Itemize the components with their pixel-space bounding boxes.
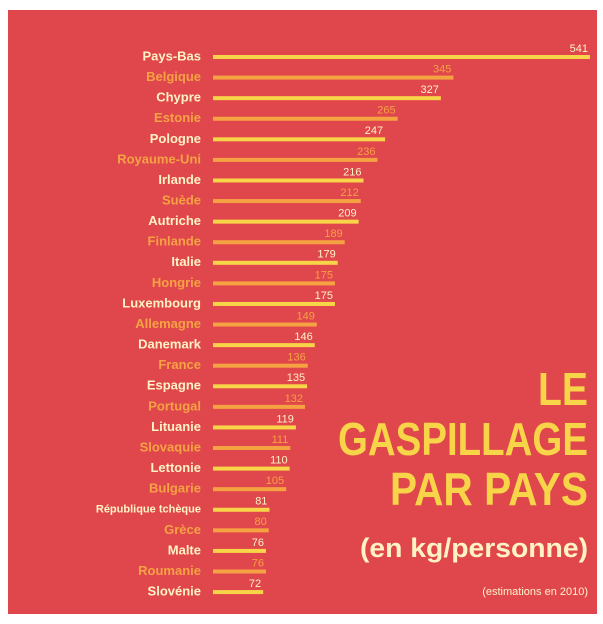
category-label: Bulgarie	[149, 481, 201, 496]
category-label: Lettonie	[150, 460, 201, 475]
bar	[213, 75, 454, 80]
category-label: France	[158, 357, 201, 372]
category-label: Irlande	[158, 172, 201, 187]
value-label: 146	[294, 331, 312, 343]
bar	[213, 528, 269, 533]
bar	[213, 343, 315, 348]
value-label: 149	[296, 310, 314, 322]
subtitle: (en kg/personne)	[360, 533, 588, 563]
bar	[213, 116, 398, 121]
bar	[213, 425, 296, 430]
value-label: 76	[252, 537, 264, 549]
bar	[213, 404, 305, 409]
bar	[213, 466, 290, 471]
category-label: Luxembourg	[122, 295, 201, 310]
value-label: 212	[340, 187, 358, 199]
category-label: Italie	[171, 254, 201, 269]
category-label: Lituanie	[151, 419, 201, 434]
bar	[213, 487, 287, 492]
bar	[213, 178, 364, 183]
category-label: Grèce	[164, 522, 201, 537]
bar	[213, 96, 441, 101]
category-label: Suède	[162, 192, 201, 207]
title-line: GASPILLAGE	[338, 413, 588, 465]
category-label: Hongrie	[152, 275, 201, 290]
value-label: 136	[287, 352, 305, 364]
bar	[213, 157, 378, 162]
category-label: Slovénie	[148, 584, 201, 599]
bar	[213, 569, 266, 574]
background	[8, 10, 597, 614]
bar	[213, 199, 361, 204]
category-label: Pologne	[150, 131, 201, 146]
value-label: 179	[317, 249, 335, 261]
bar	[213, 260, 338, 265]
bar	[213, 322, 317, 327]
value-label: 175	[315, 269, 333, 281]
value-label: 135	[287, 372, 305, 384]
bar	[213, 301, 335, 306]
value-label: 81	[255, 496, 267, 508]
bar	[213, 363, 308, 368]
bar	[213, 281, 335, 286]
bar	[213, 55, 590, 59]
value-label: 247	[365, 125, 383, 137]
value-label: 541	[570, 43, 588, 55]
value-label: 80	[254, 516, 266, 528]
bar	[213, 219, 359, 224]
value-label: 119	[276, 413, 294, 425]
value-label: 189	[324, 228, 342, 240]
category-label: Malte	[168, 542, 201, 557]
value-label: 236	[357, 146, 375, 158]
category-label: Roumanie	[138, 563, 201, 578]
value-label: 105	[266, 475, 284, 487]
category-label: Danemark	[138, 337, 202, 352]
value-label: 132	[285, 393, 303, 405]
title-line: LE	[538, 363, 588, 415]
category-label: Allemagne	[135, 316, 201, 331]
category-label: Autriche	[148, 213, 201, 228]
category-label: République tchèque	[96, 504, 201, 516]
bar	[213, 240, 345, 245]
category-label: Portugal	[148, 398, 201, 413]
value-label: 175	[315, 290, 333, 302]
bar	[213, 548, 266, 553]
value-label: 72	[249, 578, 261, 590]
value-label: 345	[433, 63, 451, 75]
note: (estimations en 2010)	[482, 586, 588, 598]
value-label: 265	[377, 105, 395, 117]
bar	[213, 590, 264, 595]
category-label: Chypre	[156, 90, 201, 105]
bar	[213, 137, 386, 142]
bar	[213, 446, 291, 451]
value-label: 110	[270, 455, 288, 467]
category-label: Royaume-Uni	[117, 151, 201, 166]
category-label: Estonie	[154, 110, 201, 125]
value-label: 209	[338, 208, 356, 220]
value-label: 327	[421, 84, 439, 96]
title-line: PAR PAYS	[390, 463, 588, 515]
value-label: 111	[272, 434, 289, 446]
category-label: Espagne	[147, 378, 201, 393]
bar	[213, 507, 270, 512]
category-label: Slovaquie	[140, 439, 201, 454]
category-label: Belgique	[146, 69, 201, 84]
value-label: 216	[343, 166, 361, 178]
bar	[213, 384, 308, 389]
value-label: 76	[252, 557, 264, 569]
category-label: Pays-Bas	[142, 48, 201, 63]
category-label: Finlande	[148, 234, 201, 249]
